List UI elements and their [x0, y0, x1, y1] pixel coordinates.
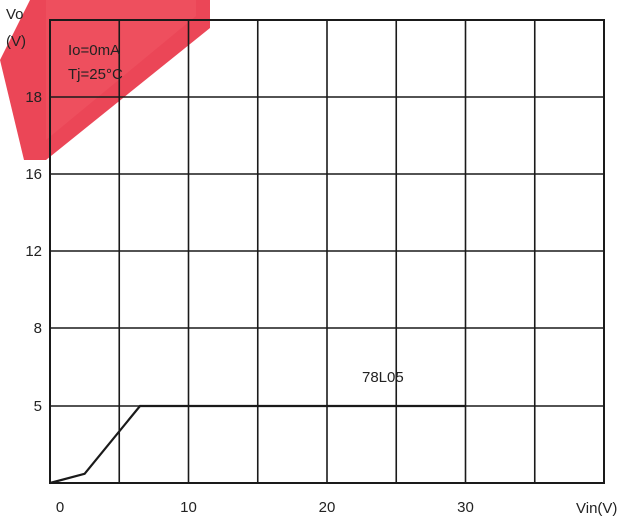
x-tick-label: 20 [319, 499, 336, 516]
watermark-logo-inner [46, 0, 196, 140]
x-axis-ticks: 0 10 20 30 [56, 499, 474, 516]
watermark-logo [0, 0, 210, 160]
series-label-78l05: 78L05 [362, 369, 404, 386]
series-line-78l05 [49, 404, 466, 485]
y-axis-label-unit: (V) [6, 33, 26, 50]
y-tick-label: 16 [25, 166, 42, 183]
y-axis-ticks: 5 8 12 16 18 [25, 89, 42, 415]
annotation-io: Io=0mA [68, 42, 120, 59]
x-tick-label: 0 [56, 499, 64, 516]
annotation-tj: Tj=25°C [68, 66, 123, 83]
y-tick-label: 5 [34, 398, 42, 415]
y-axis-label-vo: Vo [6, 6, 24, 23]
y-tick-label: 8 [34, 320, 42, 337]
x-tick-label: 30 [457, 499, 474, 516]
x-tick-label: 10 [180, 499, 197, 516]
x-axis-label: Vin(V) [576, 500, 617, 517]
y-tick-label: 18 [25, 89, 42, 106]
plot-frame [49, 19, 605, 484]
y-tick-label: 12 [25, 243, 42, 260]
